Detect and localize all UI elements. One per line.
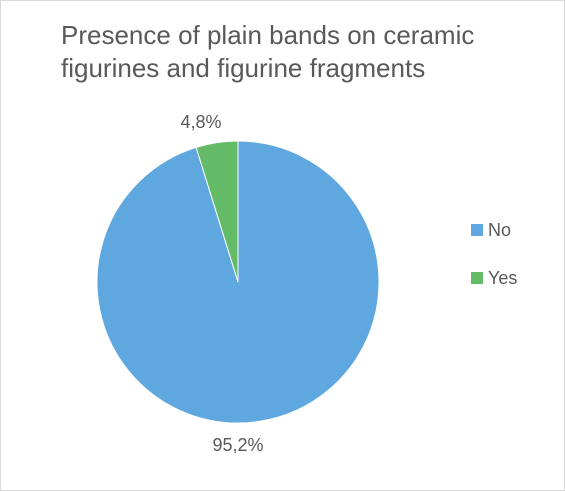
legend-item-no: No <box>471 219 517 241</box>
pie-slice-yes <box>195 140 239 283</box>
chart-legend: No Yes <box>471 219 517 315</box>
legend-swatch-no <box>471 224 483 236</box>
data-label-yes: 4,8% <box>180 112 221 132</box>
legend-label-no: No <box>488 219 512 240</box>
chart-title: Presence of plain bands on ceramic figur… <box>61 19 541 85</box>
chart-title-line-1: Presence of plain bands on ceramic <box>61 20 475 50</box>
data-label-no: 95,2% <box>212 435 263 455</box>
legend-label-yes: Yes <box>488 267 518 288</box>
pie-data-labels: 95,2% 4,8% <box>180 112 263 455</box>
pie-slices <box>96 140 380 424</box>
chart-title-line-2: figurines and figurine fragments <box>61 53 426 83</box>
legend-item-yes: Yes <box>471 267 517 289</box>
legend-swatch-yes <box>471 272 483 284</box>
